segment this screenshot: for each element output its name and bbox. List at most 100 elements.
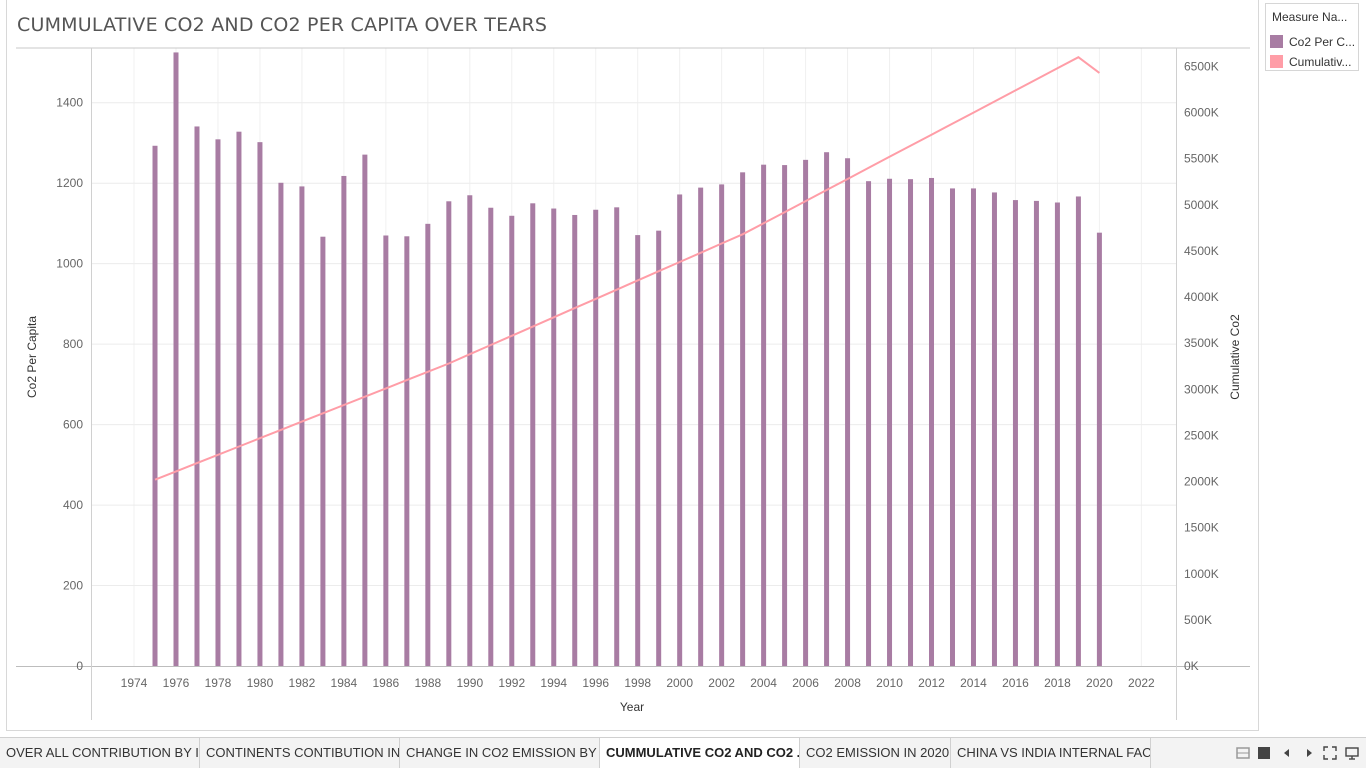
- x-tick-label: 1980: [247, 676, 274, 690]
- bar-2004[interactable]: [761, 164, 767, 666]
- x-tick-label: 2022: [1128, 676, 1155, 690]
- bar-1983[interactable]: [320, 236, 326, 666]
- legend-item-co2-per-capita[interactable]: Co2 Per C...: [1270, 34, 1358, 50]
- bar-1980[interactable]: [257, 142, 263, 666]
- bar-2009[interactable]: [866, 181, 872, 666]
- x-tick-label: 1992: [498, 676, 525, 690]
- bar-2007[interactable]: [824, 152, 830, 666]
- filmstrip-icon[interactable]: [1257, 746, 1271, 760]
- x-axis-ticks: 1974 1976 1978 1980 1982 1984 1986 1988 1990 1992…: [121, 676, 1155, 690]
- bar-1982[interactable]: [299, 186, 305, 666]
- bar-2020[interactable]: [1096, 232, 1102, 666]
- bar-2008[interactable]: [845, 158, 851, 666]
- bar-2001[interactable]: [698, 187, 704, 666]
- worksheet-area: [6, 0, 1259, 731]
- right-axis-ticks: 0K 500K 1000K 1500K 2000K 2500K 3000K 3500K 4000…: [1184, 59, 1219, 673]
- bar-2019[interactable]: [1075, 196, 1081, 666]
- bar-2000[interactable]: [677, 194, 683, 666]
- bar-1976[interactable]: [173, 52, 179, 666]
- bar-1993[interactable]: [530, 203, 536, 666]
- right-tick-label: 5000K: [1184, 198, 1219, 212]
- bar-2012[interactable]: [929, 177, 935, 666]
- line-series-cumulative-co2[interactable]: [154, 56, 1100, 481]
- left-tick-label: 600: [63, 418, 83, 432]
- bar-1986[interactable]: [383, 235, 389, 666]
- bar-1985[interactable]: [362, 154, 368, 666]
- legend[interactable]: Measure Na... Co2 Per C... Cumulativ...: [1265, 3, 1359, 71]
- bar-1989[interactable]: [446, 201, 452, 666]
- x-tick-label: 1990: [456, 676, 483, 690]
- bar-1975[interactable]: [152, 145, 158, 666]
- bar-1992[interactable]: [509, 215, 515, 666]
- bar-2014[interactable]: [970, 188, 976, 666]
- bar-1999[interactable]: [656, 230, 662, 666]
- x-tick-label: 1978: [205, 676, 232, 690]
- bar-1984[interactable]: [341, 175, 347, 666]
- bar-1987[interactable]: [404, 236, 410, 666]
- right-tick-label: 6000K: [1184, 106, 1219, 120]
- legend-swatch-cumulative-co2: [1270, 55, 1283, 68]
- bar-1988[interactable]: [425, 223, 431, 666]
- grid-view-icon[interactable]: [1236, 746, 1250, 760]
- right-axis-label: Cumulative Co2: [1228, 314, 1242, 400]
- x-tick-label: 2012: [918, 676, 945, 690]
- presentation-mode-icon[interactable]: [1345, 746, 1359, 760]
- bar-2017[interactable]: [1033, 200, 1039, 666]
- bar-2013[interactable]: [949, 188, 955, 666]
- bar-1997[interactable]: [614, 207, 620, 666]
- bar-1981[interactable]: [278, 182, 284, 666]
- tab-cumulative-co2[interactable]: CUMMULATIVE CO2 AND CO2 ...: [600, 738, 800, 768]
- bar-1979[interactable]: [236, 131, 242, 666]
- bar-1977[interactable]: [194, 126, 200, 666]
- x-tick-label: 2008: [834, 676, 861, 690]
- x-tick-label: 1984: [331, 676, 358, 690]
- bar-1994[interactable]: [551, 208, 557, 666]
- bar-2002[interactable]: [719, 184, 725, 666]
- legend-swatch-co2-per-capita: [1270, 35, 1283, 48]
- x-axis-label: Year: [620, 700, 644, 714]
- legend-item-cumulative-co2[interactable]: Cumulativ...: [1270, 54, 1358, 70]
- bar-1990[interactable]: [467, 195, 473, 666]
- left-tick-label: 200: [63, 579, 83, 593]
- left-axis-ticks: 0 200 400 600 800 1000 1200 1400: [56, 96, 83, 673]
- left-tick-label: 1400: [56, 96, 83, 110]
- bar-1998[interactable]: [635, 235, 641, 666]
- left-tick-label: 1000: [56, 257, 83, 271]
- tab-overall-contribution[interactable]: OVER ALL CONTRIBUTION BY I...: [0, 738, 200, 768]
- left-tick-label: 400: [63, 498, 83, 512]
- previous-sheet-icon[interactable]: [1280, 746, 1294, 760]
- left-tick-label: 800: [63, 337, 83, 351]
- x-tick-label: 1988: [414, 676, 441, 690]
- x-tick-label: 2010: [876, 676, 903, 690]
- bar-2011[interactable]: [908, 179, 914, 666]
- bar-2015[interactable]: [991, 192, 997, 666]
- bar-1978[interactable]: [215, 139, 221, 666]
- axes: [16, 47, 1250, 720]
- tab-change-in-co2-emission[interactable]: CHANGE IN CO2 EMISSION BY ...: [400, 738, 600, 768]
- tab-china-vs-india[interactable]: CHINA VS INDIA INTERNAL FAC...: [951, 738, 1151, 768]
- tab-co2-emission-2020[interactable]: CO2 EMISSION IN 2020: [800, 738, 951, 768]
- x-tick-label: 1982: [289, 676, 316, 690]
- x-tick-label: 2014: [960, 676, 987, 690]
- legend-title: Measure Na...: [1272, 10, 1348, 24]
- left-tick-label: 1200: [56, 176, 83, 190]
- bar-2003[interactable]: [740, 172, 746, 666]
- bar-2005[interactable]: [782, 165, 788, 666]
- x-tick-label: 1994: [540, 676, 567, 690]
- bar-1996[interactable]: [593, 209, 599, 666]
- bar-2010[interactable]: [887, 178, 893, 666]
- legend-label: Co2 Per C...: [1289, 35, 1356, 49]
- right-tick-label: 4000K: [1184, 290, 1219, 304]
- left-axis-label: Co2 Per Capita: [25, 316, 39, 398]
- bar-2018[interactable]: [1054, 202, 1060, 667]
- bar-2006[interactable]: [803, 159, 809, 666]
- bar-1991[interactable]: [488, 207, 494, 666]
- chart-plot[interactable]: 0 200 400 600 800 1000 1200 1400 0K 500K 1000K 150…: [0, 0, 1260, 731]
- fit-screen-icon[interactable]: [1323, 746, 1337, 760]
- tab-continents-contribution[interactable]: CONTINENTS CONTIBUTION IN...: [200, 738, 400, 768]
- bar-1995[interactable]: [572, 214, 578, 666]
- bar-2016[interactable]: [1012, 200, 1018, 666]
- x-tick-label: 2016: [1002, 676, 1029, 690]
- next-sheet-icon[interactable]: [1302, 746, 1316, 760]
- x-tick-label: 2000: [666, 676, 693, 690]
